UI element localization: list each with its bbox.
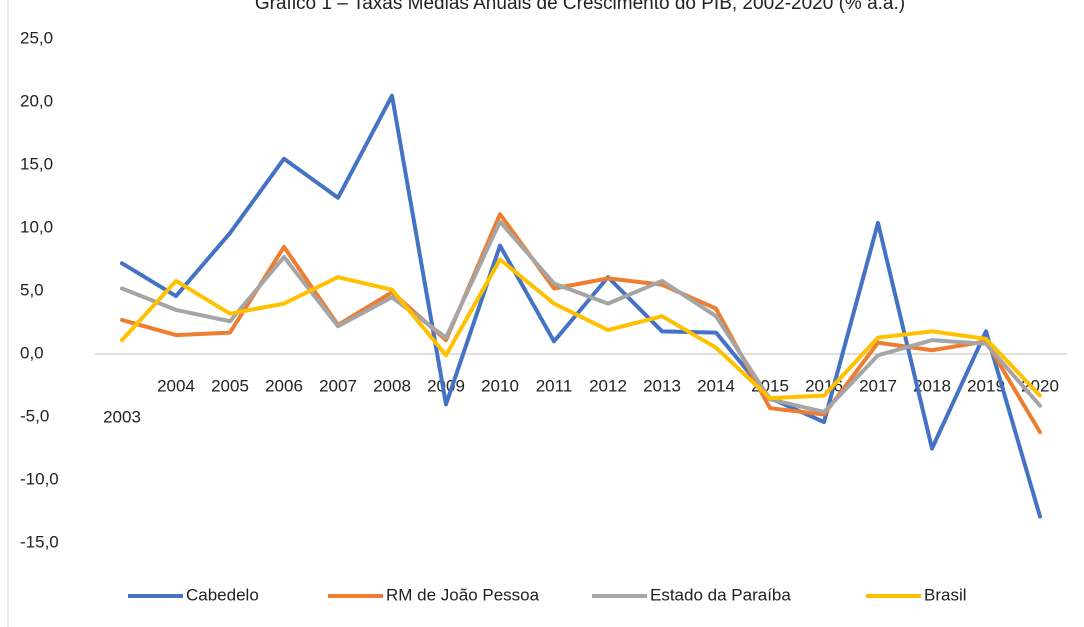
x-tick-label: 2012 [589, 376, 627, 395]
x-tick-label: 2008 [373, 376, 411, 395]
x-tick-label: 2007 [319, 376, 357, 395]
y-tick-label: 10,0 [20, 217, 53, 236]
x-tick-label: 2009 [427, 376, 465, 395]
x-tick-label: 2010 [481, 376, 519, 395]
y-tick-label: -10,0 [20, 469, 59, 488]
y-tick-label: 0,0 [20, 343, 44, 362]
legend-label: Estado da Paraíba [650, 585, 791, 604]
x-tick-label: 2019 [967, 376, 1005, 395]
x-tick-label: 2004 [157, 376, 195, 395]
x-tick-label: 2014 [697, 376, 735, 395]
x-tick-label: 2011 [536, 376, 573, 395]
legend-label: Brasil [924, 585, 967, 604]
x-tick-label: 2017 [859, 376, 897, 395]
series-line [120, 257, 1042, 401]
x-tick-label: 2003 [103, 407, 141, 426]
x-tick-label: 2006 [265, 376, 303, 395]
series-line [120, 219, 1042, 414]
series-line [120, 212, 1042, 435]
y-tick-label: -15,0 [20, 532, 59, 551]
x-tick-label: 2013 [643, 376, 681, 395]
x-tick-label: 2020 [1021, 376, 1059, 395]
legend-label: RM de João Pessoa [386, 585, 540, 604]
y-tick-label: 20,0 [20, 91, 53, 110]
series-line [120, 93, 1042, 519]
legend-label: Cabedelo [186, 585, 259, 604]
y-tick-label: -5,0 [20, 406, 49, 425]
x-tick-label: 2018 [913, 376, 951, 395]
y-tick-label: 25,0 [20, 28, 53, 47]
chart-title: Gráfico 1 – Taxas Médias Anuais de Cresc… [255, 0, 905, 14]
y-tick-label: 15,0 [20, 154, 53, 173]
y-tick-label: 5,0 [20, 280, 44, 299]
x-tick-label: 2005 [211, 376, 249, 395]
